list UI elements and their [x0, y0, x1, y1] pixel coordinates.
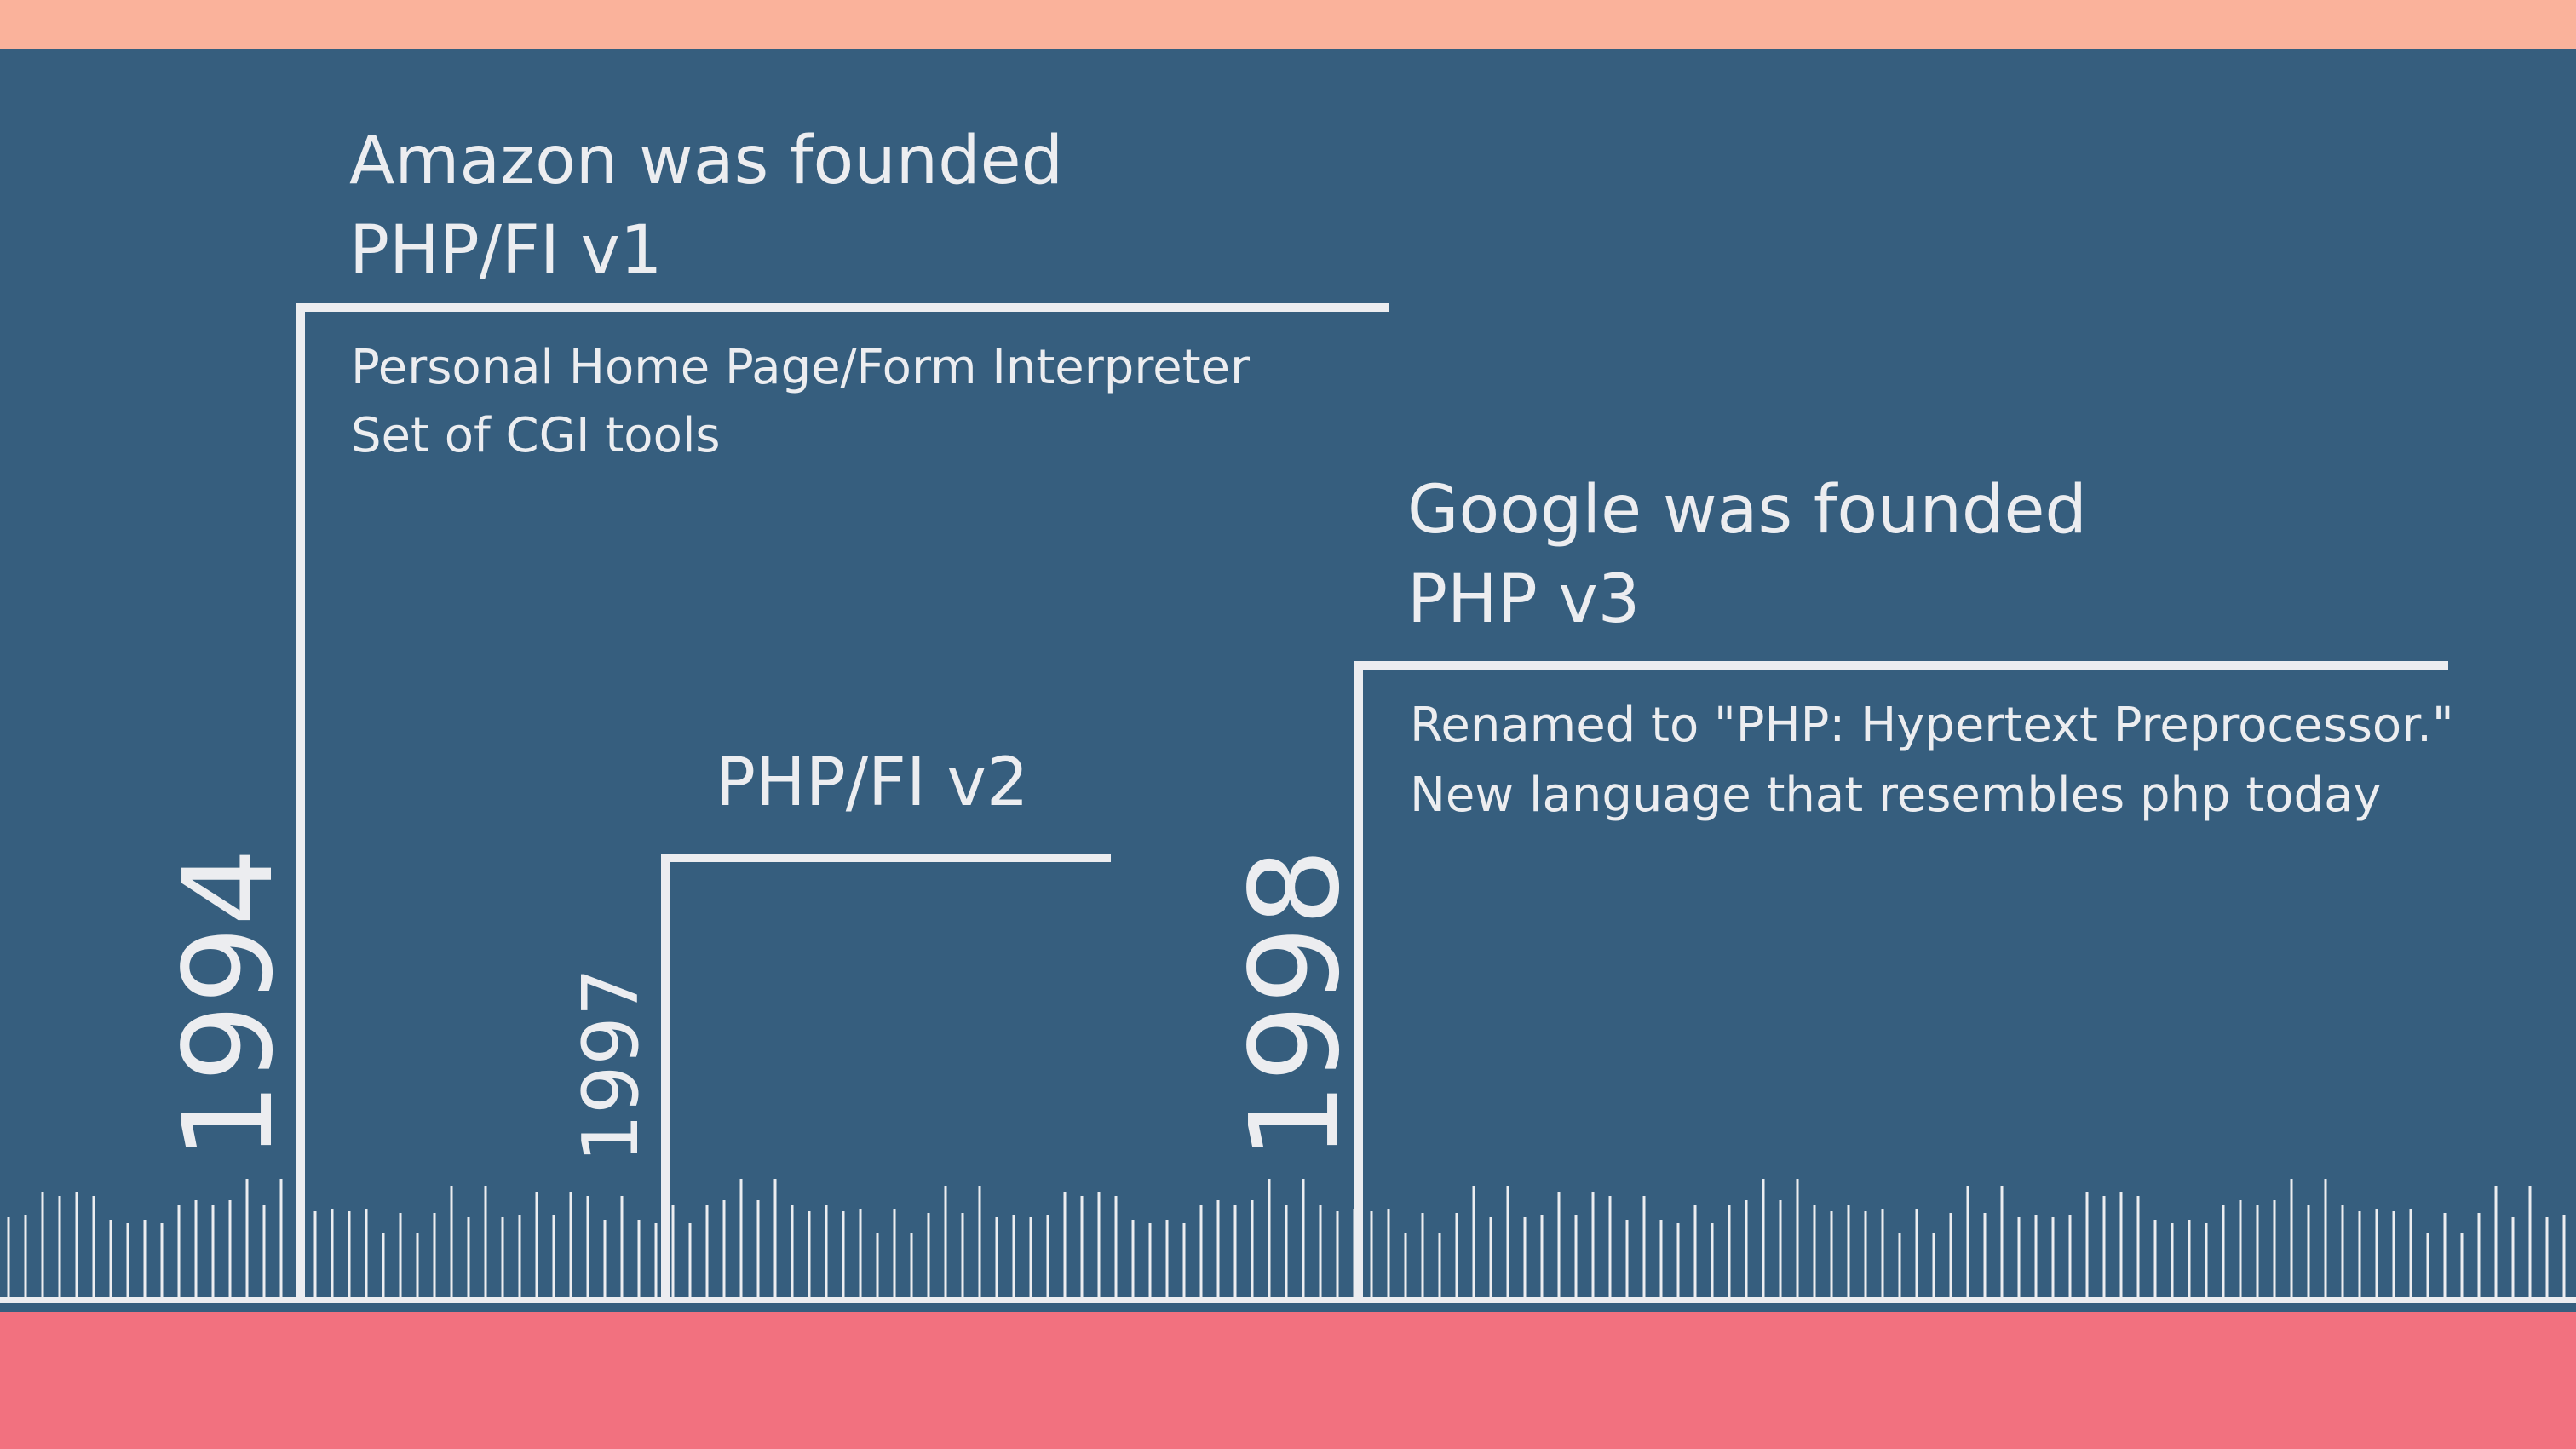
event-1998-detail-2: New language that resembles php today — [1410, 768, 2382, 823]
timeline-baseline — [0, 1297, 2576, 1303]
event-1994-year: 1994 — [157, 848, 300, 1160]
event-1998-detail-1: Renamed to "PHP: Hypertext Preprocessor.… — [1410, 698, 2454, 753]
event-1997-vertical-line — [661, 854, 670, 1300]
event-1998-vertical-line — [1354, 661, 1363, 1300]
top-band — [0, 0, 2576, 49]
event-1997-year: 1997 — [566, 968, 656, 1163]
event-1994-detail-1: Personal Home Page/Form Interpreter — [351, 340, 1251, 395]
event-1998-year: 1998 — [1223, 848, 1366, 1160]
event-1994-detail-2: Set of CGI tools — [351, 408, 721, 463]
event-1997-horizontal-line — [661, 854, 1111, 862]
event-1994-vertical-line — [296, 303, 305, 1300]
bottom-band — [0, 1312, 2576, 1449]
timeline-panel — [0, 49, 2576, 1312]
timeline-ruler — [7, 1179, 2566, 1298]
event-1998-headline-1: Google was founded — [1407, 472, 2087, 549]
event-1994-headline-2: PHP/FI v1 — [349, 212, 662, 289]
event-1994-headline-1: Amazon was founded — [349, 123, 1063, 199]
event-1994-horizontal-line — [296, 303, 1389, 312]
event-1994: Amazon was founded PHP/FI v1 Personal Ho… — [157, 123, 1389, 1300]
event-1998: Google was founded PHP v3 Renamed to "PH… — [1223, 472, 2454, 1300]
event-1997: PHP/FI v2 1997 — [566, 745, 1111, 1300]
event-1998-horizontal-line — [1354, 661, 2448, 670]
event-1998-headline-2: PHP v3 — [1407, 561, 1640, 638]
event-1997-headline-1: PHP/FI v2 — [716, 745, 1028, 821]
